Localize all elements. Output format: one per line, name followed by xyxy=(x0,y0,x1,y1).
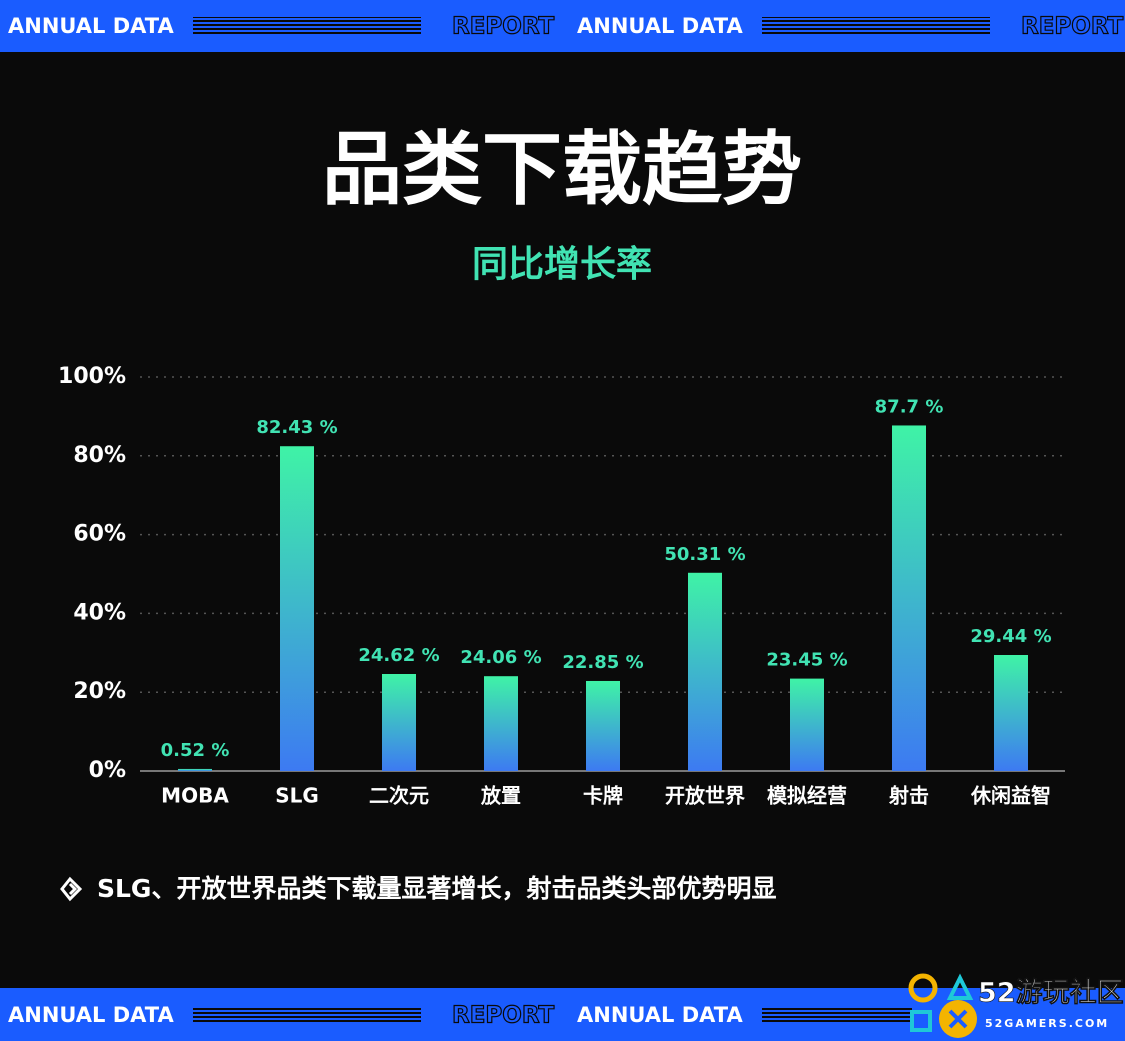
bar xyxy=(178,768,212,771)
bar xyxy=(280,446,314,771)
banner-outline: REPORT xyxy=(1021,14,1124,40)
value-label: 29.44 % xyxy=(970,626,1051,647)
watermark-site: 52GAMERS.COM xyxy=(985,1017,1109,1030)
logo-circle xyxy=(908,973,938,1003)
bar xyxy=(586,680,620,771)
banner-text: ANNUAL DATA xyxy=(8,1003,175,1027)
watermark: 52游玩社区 52GAMERS.COM xyxy=(908,973,1124,1038)
annotation: SLG、开放世界品类下载量显著增长，射击品类头部优势明显 xyxy=(97,874,776,903)
plot: 0% 20% 40% 60% 80% 100% MOBA 0.52 % SLG 82.43 % 二次… xyxy=(58,364,1065,808)
banner-stripes xyxy=(193,1006,421,1024)
value-label: 23.45 % xyxy=(766,650,847,671)
x-tick-label: 开放世界 xyxy=(665,784,745,808)
y-tick-label: 100% xyxy=(58,364,126,389)
value-label: 50.31 % xyxy=(664,544,745,565)
x-tick-label: 卡牌 xyxy=(583,784,623,808)
bottom-banner: ANNUAL DATA REPORT ANNUAL DATA xyxy=(0,988,1125,1041)
top-banner: ANNUAL DATA REPORT ANNUAL DATA REPORT xyxy=(0,0,1125,52)
logo-triangle xyxy=(946,973,974,1000)
bar xyxy=(484,676,518,771)
y-tick-label: 0% xyxy=(89,758,126,783)
banner-stripes xyxy=(762,17,990,35)
value-label: 24.06 % xyxy=(460,647,541,668)
bar xyxy=(994,655,1028,771)
banner-text: ANNUAL DATA xyxy=(577,14,744,38)
value-label: 87.7 % xyxy=(875,396,944,417)
x-tick-label: SLG xyxy=(275,784,319,808)
bar xyxy=(790,678,824,771)
chart-title: 品类下载趋势 xyxy=(322,123,802,216)
watermark-name: 52游玩社区 xyxy=(978,977,1124,1009)
banner-bg xyxy=(0,988,1125,1041)
x-tick-label: 休闲益智 xyxy=(970,784,1051,808)
bar xyxy=(892,425,926,771)
chart-subtitle: 同比增长率 xyxy=(472,244,652,285)
y-tick-label: 20% xyxy=(73,679,126,704)
x-tick-label: 模拟经营 xyxy=(767,784,847,808)
y-tick-label: 60% xyxy=(73,522,126,547)
bullet-icon xyxy=(60,876,83,902)
banner-text: ANNUAL DATA xyxy=(8,14,175,38)
banner-stripes xyxy=(762,1006,912,1024)
banner-text: ANNUAL DATA xyxy=(577,1003,744,1027)
value-label: 82.43 % xyxy=(256,417,337,438)
x-tick-label: 二次元 xyxy=(369,784,429,808)
logo-square xyxy=(910,1010,932,1032)
bar xyxy=(382,673,416,771)
banner-outline: REPORT xyxy=(452,1003,555,1029)
x-tick-label: 射击 xyxy=(888,784,929,808)
y-tick-label: 40% xyxy=(73,600,126,625)
logo-x xyxy=(948,1009,968,1029)
banner-stripes xyxy=(193,17,421,35)
bar xyxy=(688,572,722,771)
x-tick-label: MOBA xyxy=(161,784,229,808)
value-label: 0.52 % xyxy=(161,740,230,761)
value-label: 24.62 % xyxy=(358,645,439,666)
y-tick-label: 80% xyxy=(73,443,126,468)
value-label: 22.85 % xyxy=(562,652,643,673)
x-tick-label: 放置 xyxy=(480,784,521,808)
banner-outline: REPORT xyxy=(452,14,555,40)
